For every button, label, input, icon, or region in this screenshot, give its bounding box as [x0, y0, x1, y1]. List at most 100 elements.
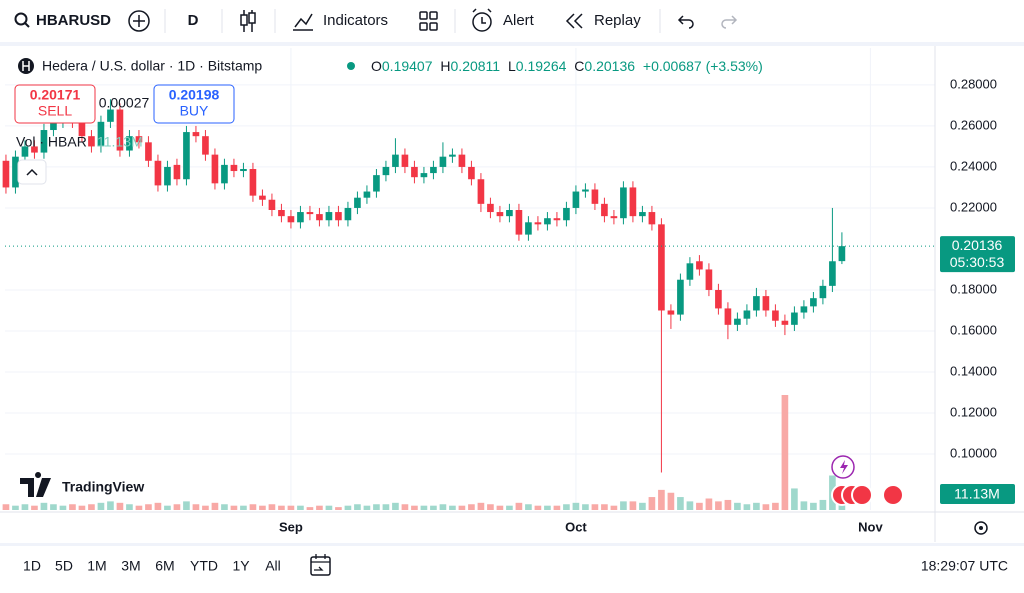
volume-bar — [534, 505, 542, 510]
y-tick-label: 0.12000 — [950, 404, 997, 419]
candle-body — [268, 199, 276, 210]
sell-button[interactable] — [14, 84, 96, 124]
buy-button[interactable] — [153, 84, 235, 124]
range-button[interactable]: 6M — [155, 558, 174, 574]
volume-bar — [420, 505, 428, 510]
events — [831, 455, 904, 506]
candle-body — [667, 310, 675, 315]
l-label: L — [508, 58, 516, 74]
market-status — [347, 62, 355, 70]
volume-bar — [496, 505, 504, 510]
templates-icon[interactable] — [419, 11, 438, 31]
symbol[interactable]: HBARUSD — [36, 12, 111, 29]
volume-bar — [705, 498, 713, 510]
collapse-button[interactable] — [17, 159, 47, 185]
candle-body — [553, 218, 561, 221]
y-tick-label: 0.22000 — [950, 199, 997, 214]
candle-body — [278, 209, 285, 217]
candle-body — [430, 166, 437, 174]
candle-body — [572, 191, 580, 208]
y-tick-label: 0.16000 — [950, 322, 997, 337]
l-value: 0.19264 — [516, 58, 567, 74]
candle-body — [249, 168, 257, 196]
candle-body — [211, 154, 219, 184]
settings-button[interactable] — [974, 521, 988, 535]
volume-bar — [173, 504, 181, 510]
interval[interactable]: D — [188, 12, 199, 29]
logo-mark — [20, 472, 51, 497]
range-button[interactable]: 1M — [87, 558, 106, 574]
candle-body — [762, 296, 770, 311]
economic-event[interactable] — [882, 484, 904, 506]
h-value: 0.20811 — [451, 58, 501, 74]
volume-bar — [411, 505, 418, 510]
candle-body — [354, 197, 361, 208]
candle-body — [154, 160, 162, 186]
replay-button[interactable]: Replay — [594, 12, 641, 29]
volume-bar — [145, 504, 152, 510]
h-label: H — [440, 58, 450, 74]
redo-button[interactable] — [721, 15, 738, 29]
sell-price: 0.20171 — [30, 87, 81, 103]
y-tick-label: 0.18000 — [950, 281, 997, 296]
volume-bar — [126, 504, 133, 510]
candle-body — [563, 207, 570, 221]
range-button[interactable]: All — [265, 558, 281, 574]
range-button[interactable]: 1D — [23, 558, 41, 574]
candle-body — [230, 164, 238, 172]
candle-body — [829, 261, 836, 286]
economic-event[interactable] — [851, 484, 873, 506]
candle-body — [287, 216, 295, 223]
candle-body — [449, 154, 456, 157]
volume-bar — [373, 504, 380, 510]
volume-bar — [240, 505, 247, 510]
alert-button[interactable]: Alert — [503, 12, 535, 29]
o-label: O — [371, 58, 382, 74]
candle-body — [126, 136, 133, 151]
volume-bar — [506, 505, 513, 510]
volume-bar — [183, 501, 190, 510]
candle-body — [696, 261, 703, 270]
volume-title: Vol · HBAR — [16, 134, 87, 150]
volume-bar — [525, 504, 532, 510]
x-tick-label: Oct — [565, 519, 587, 534]
candle-body — [31, 146, 38, 153]
volume-bar — [363, 505, 371, 510]
last-price: 0.20136 — [952, 237, 1003, 253]
volume-bar — [40, 502, 48, 510]
volume-bar — [667, 492, 675, 510]
volume-bar — [202, 505, 209, 510]
range-button[interactable]: 1Y — [232, 558, 250, 574]
candle-body — [753, 296, 760, 311]
range-button[interactable]: YTD — [190, 558, 218, 574]
candle-body — [525, 222, 532, 235]
alert-icon-hands — [472, 8, 492, 24]
goto-date-button[interactable] — [310, 556, 331, 576]
candle-body — [648, 212, 656, 225]
volume-bar — [211, 502, 219, 510]
chart-type-icon-body — [240, 14, 248, 26]
search-icon[interactable] — [14, 12, 28, 26]
volume-bar — [762, 504, 770, 510]
compare-button[interactable] — [128, 10, 150, 32]
indicators-button[interactable]: Indicators — [323, 12, 388, 29]
candle-body — [515, 209, 523, 235]
undo-button[interactable] — [677, 15, 694, 29]
volume-bar — [458, 505, 466, 510]
volume-bar — [221, 504, 228, 510]
volume-bar — [97, 502, 105, 510]
volume-bar — [677, 497, 684, 510]
volume-bar — [12, 505, 19, 510]
volume-bar — [572, 502, 580, 510]
logo-text: TradingView — [62, 479, 144, 495]
volume-bar — [31, 505, 38, 510]
range-button[interactable]: 3M — [121, 558, 140, 574]
spread: 0.00027 — [99, 95, 150, 111]
candle-body — [107, 109, 114, 122]
collapse-icon — [26, 168, 38, 176]
volume-bar — [259, 505, 266, 510]
buy-label: BUY — [180, 103, 209, 119]
candle-body — [316, 214, 323, 221]
range-button[interactable]: 5D — [55, 558, 73, 574]
volume-bar — [743, 504, 751, 510]
